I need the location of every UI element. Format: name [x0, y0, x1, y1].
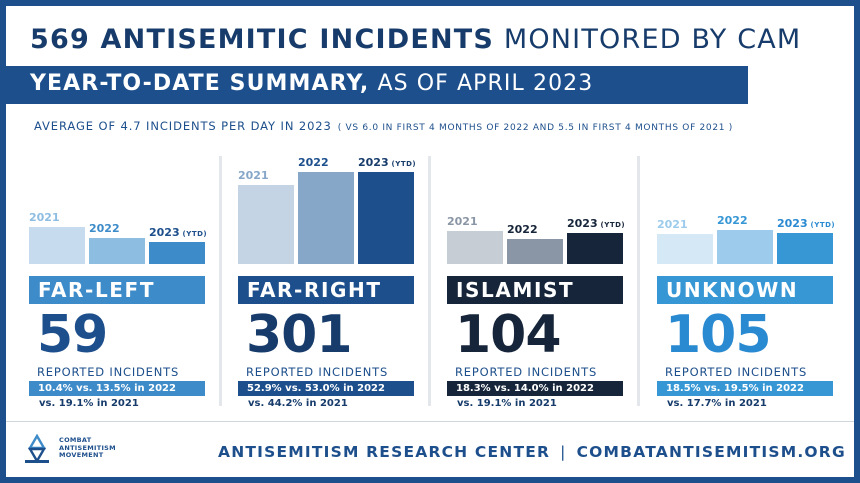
- bar-far-left-2023: [149, 242, 205, 264]
- incident-count: 59: [37, 305, 108, 365]
- footer-text: ANTISEMITISM RESEARCH CENTER | COMBATANTIS…: [218, 443, 846, 461]
- year-label: 2023 (YTD): [149, 226, 207, 239]
- year-label: 2021: [447, 215, 478, 228]
- bar-islamist-2023: [567, 233, 623, 264]
- category-label: FAR-RIGHT: [238, 276, 414, 304]
- year-label: 2021: [29, 211, 60, 224]
- reported-incidents-label: REPORTED INCIDENTS: [455, 365, 598, 379]
- year-label: 2022: [298, 156, 329, 169]
- panel-divider: [219, 156, 222, 406]
- reported-incidents-label: REPORTED INCIDENTS: [665, 365, 808, 379]
- share-comparison: 10.4% vs. 13.5% in 2022: [29, 381, 205, 396]
- main-title: 569 ANTISEMITIC INCIDENTS MONITORED BY C…: [30, 24, 801, 55]
- year-label-text: 2023: [777, 217, 808, 230]
- reported-incidents-label: REPORTED INCIDENTS: [246, 365, 389, 379]
- previous-share: vs. 17.7% in 2021: [667, 398, 767, 409]
- bar-unknown-2022: [717, 230, 773, 264]
- incident-count: 301: [246, 305, 353, 365]
- year-label-text: 2022: [717, 214, 748, 227]
- previous-share: vs. 19.1% in 2021: [39, 398, 139, 409]
- footer: [6, 422, 854, 477]
- year-label-text: 2022: [89, 222, 120, 235]
- share-comparison: 18.3% vs. 14.0% in 2022: [447, 381, 623, 396]
- average-note: ( VS 6.0 IN FIRST 4 MONTHS OF 2022 AND 5…: [337, 123, 733, 133]
- share-comparison: 18.5% vs. 19.5% in 2022: [657, 381, 833, 396]
- logo-text: COMBAT ANTISEMITISM MOVEMENT: [59, 436, 116, 459]
- ytd-label: (YTD): [807, 221, 836, 229]
- year-label-text: 2023: [149, 226, 180, 239]
- bar-far-right-2021: [238, 185, 294, 264]
- average-text: AVERAGE OF 4.7 INCIDENTS PER DAY IN 2023: [34, 119, 332, 133]
- bar-far-left-2021: [29, 227, 85, 264]
- year-label-text: 2021: [657, 218, 688, 231]
- ytd-label: (YTD): [597, 221, 626, 229]
- year-label: 2022: [89, 222, 120, 235]
- average-line: AVERAGE OF 4.7 INCIDENTS PER DAY IN 2023…: [34, 119, 733, 133]
- year-label-text: 2021: [29, 211, 60, 224]
- year-label-text: 2023: [358, 156, 389, 169]
- ytd-label: (YTD): [388, 160, 417, 168]
- bar-unknown-2023: [777, 233, 833, 264]
- year-label: 2023 (YTD): [777, 217, 835, 230]
- panel-divider: [428, 156, 431, 406]
- bar-far-left-2022: [89, 238, 145, 264]
- previous-share: vs. 44.2% in 2021: [248, 398, 348, 409]
- year-label-text: 2022: [507, 223, 538, 236]
- footer-separator: |: [560, 443, 567, 461]
- year-label: 2021: [238, 169, 269, 182]
- star-logo-icon: [25, 434, 49, 464]
- bar-islamist-2021: [447, 231, 503, 264]
- subtitle-band: [0, 66, 748, 104]
- year-label: 2023 (YTD): [358, 156, 416, 169]
- reported-incidents-label: REPORTED INCIDENTS: [37, 365, 180, 379]
- footer-site: COMBATANTISEMITISM.ORG: [576, 443, 846, 461]
- share-comparison: 52.9% vs. 53.0% in 2022: [238, 381, 414, 396]
- bar-islamist-2022: [507, 239, 563, 264]
- subtitle: YEAR-TO-DATE SUMMARY, AS OF APRIL 2023: [30, 71, 593, 96]
- year-label: 2023 (YTD): [567, 217, 625, 230]
- year-label-text: 2021: [238, 169, 269, 182]
- previous-share: vs. 19.1% in 2021: [457, 398, 557, 409]
- main-title-light: MONITORED BY CAM: [503, 24, 802, 55]
- year-label-text: 2021: [447, 215, 478, 228]
- bar-unknown-2021: [657, 234, 713, 264]
- year-label-text: 2023: [567, 217, 598, 230]
- footer-divider: [6, 421, 854, 422]
- category-label: ISLAMIST: [447, 276, 623, 304]
- bar-far-right-2023: [358, 172, 414, 264]
- category-label: UNKNOWN: [657, 276, 833, 304]
- panel-divider: [637, 156, 640, 406]
- year-label: 2021: [657, 218, 688, 231]
- incident-count: 105: [665, 305, 772, 365]
- subtitle-bold: YEAR-TO-DATE SUMMARY,: [30, 71, 370, 96]
- bar-far-right-2022: [298, 172, 354, 264]
- year-label: 2022: [507, 223, 538, 236]
- ytd-label: (YTD): [179, 230, 208, 238]
- incident-count: 104: [455, 305, 562, 365]
- main-title-bold: 569 ANTISEMITIC INCIDENTS: [30, 24, 495, 55]
- year-label: 2022: [717, 214, 748, 227]
- category-label: FAR-LEFT: [29, 276, 205, 304]
- year-label-text: 2022: [298, 156, 329, 169]
- subtitle-light: AS OF APRIL 2023: [377, 71, 594, 96]
- footer-org: ANTISEMITISM RESEARCH CENTER: [218, 443, 551, 461]
